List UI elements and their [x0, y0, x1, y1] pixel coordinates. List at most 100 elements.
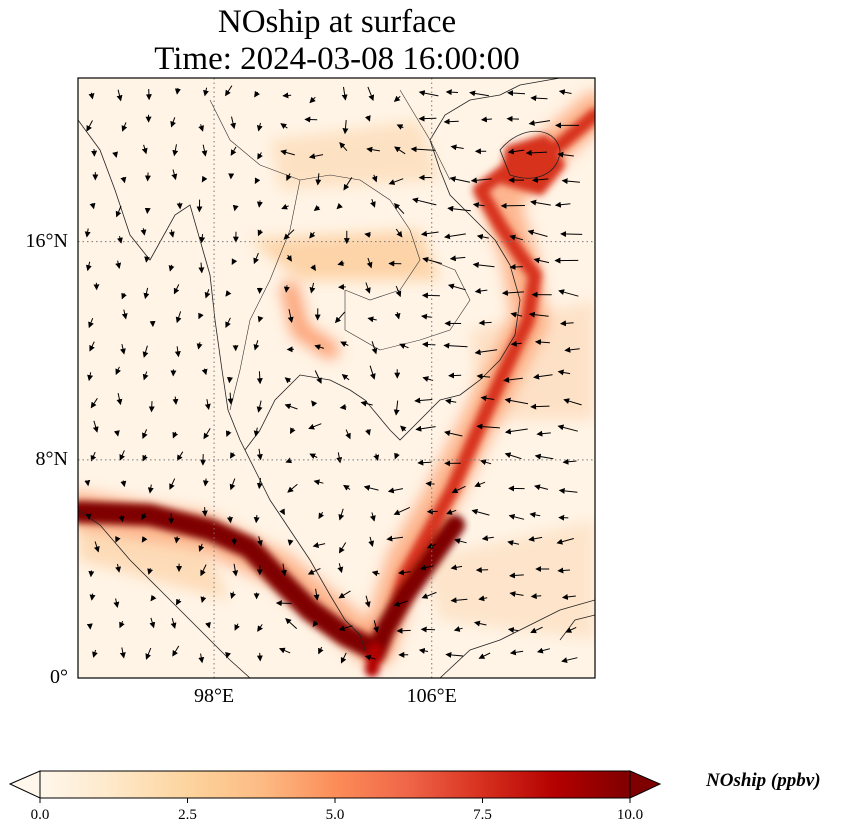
wind-arrow [285, 457, 293, 464]
wind-arrow [443, 342, 468, 349]
wind-arrow [230, 116, 236, 130]
wind-arrow [142, 345, 149, 358]
wind-arrow [284, 403, 298, 410]
wind-arrow [117, 235, 123, 244]
wind-arrow [422, 341, 436, 348]
wind-arrow [226, 516, 233, 524]
wind-arrow [508, 513, 525, 520]
wind-arrow [393, 600, 408, 607]
wind-arrow [176, 598, 182, 606]
wind-arrow [175, 311, 182, 324]
wind-arrow [198, 653, 205, 664]
wind-arrow [534, 453, 554, 460]
wind-arrow [510, 311, 523, 318]
wind-arrow [341, 373, 350, 381]
wind-arrow [340, 652, 347, 664]
wind-arrow [414, 397, 433, 404]
wind-arrow [394, 452, 400, 460]
colorbar-body [39, 770, 631, 799]
wind-arrow [121, 309, 128, 320]
wind-arrow [88, 92, 95, 100]
wind-arrow [89, 341, 95, 352]
wind-arrow [471, 508, 490, 516]
wind-arrow [113, 598, 120, 608]
wind-arrow [420, 626, 436, 633]
map-title-line2: Time: 2024-03-08 16:00:00 [154, 41, 520, 77]
wind-arrow [476, 423, 500, 430]
wind-arrow [478, 319, 492, 326]
wind-arrow [478, 652, 491, 659]
wind-arrow [507, 540, 520, 546]
wind-arrow [448, 372, 462, 379]
wind-arrow [369, 365, 376, 380]
lat-tick-label: 0° [50, 666, 68, 688]
wind-arrow [371, 174, 378, 183]
wind-arrow [338, 542, 347, 554]
wind-arrow [480, 116, 492, 123]
wind-arrow [474, 287, 488, 294]
wind-arrow [393, 506, 411, 515]
wind-arrow [150, 594, 157, 602]
wind-arrow [450, 564, 463, 571]
wind-arrow [112, 151, 118, 158]
wind-arrow [275, 600, 292, 607]
wind-arrow [309, 453, 318, 459]
wind-arrow [509, 234, 524, 241]
wind-arrow [286, 173, 292, 181]
wind-arrow [142, 454, 148, 462]
wind-arrow [116, 89, 123, 102]
wind-arrow [116, 392, 123, 406]
wind-arrow [149, 617, 156, 629]
wind-arrow [531, 176, 549, 183]
wind-arrow [444, 233, 466, 240]
wind-arrow [147, 484, 154, 494]
wind-arrow [283, 229, 295, 240]
wind-arrow [363, 484, 379, 491]
wind-arrow [225, 430, 232, 438]
wind-arrow [334, 311, 346, 324]
wind-arrow [445, 398, 457, 405]
wind-arrow [558, 487, 578, 494]
colorbar [8, 770, 662, 803]
wind-arrow [225, 651, 231, 659]
wind-arrow [421, 313, 433, 320]
wind-arrow [176, 451, 184, 462]
wind-arrow [230, 591, 236, 600]
wind-arrow [314, 344, 325, 351]
wind-arrow [144, 172, 151, 182]
wind-arrow [285, 618, 298, 629]
coastlines [78, 78, 595, 678]
wind-arrow [148, 401, 155, 413]
wind-arrow [560, 231, 583, 238]
wind-arrow [366, 257, 373, 269]
wind-arrow [525, 149, 548, 156]
wind-arrow [253, 427, 260, 437]
wind-arrow [174, 87, 181, 95]
wind-arrow [341, 86, 348, 101]
wind-arrow [557, 567, 571, 574]
wind-arrow [278, 647, 291, 654]
wind-arrow [393, 95, 401, 102]
wind-arrow [200, 596, 207, 603]
wind-arrow [308, 153, 324, 160]
colorbar-tick-label: 5.0 [325, 807, 345, 823]
wind-arrow [449, 255, 466, 262]
wind-arrow [196, 342, 203, 350]
wind-arrow [290, 427, 296, 435]
wind-arrow [257, 315, 264, 323]
wind-arrow [256, 122, 263, 132]
wind-arrow [367, 86, 375, 102]
wind-arrow [84, 228, 91, 238]
map-title-line1: NOship at surface [217, 4, 457, 40]
wind-arrow [253, 515, 260, 524]
wind-arrow [280, 123, 288, 130]
wind-arrow [284, 377, 292, 384]
wind-arrow [343, 177, 353, 191]
wind-arrow [121, 292, 127, 300]
wind-arrow [367, 316, 377, 323]
wind-arrow [256, 536, 263, 547]
wind-arrow [280, 149, 295, 156]
lat-tick-label: 8°N [35, 447, 68, 470]
wind-arrow [234, 623, 240, 631]
wind-arrow [560, 320, 574, 327]
